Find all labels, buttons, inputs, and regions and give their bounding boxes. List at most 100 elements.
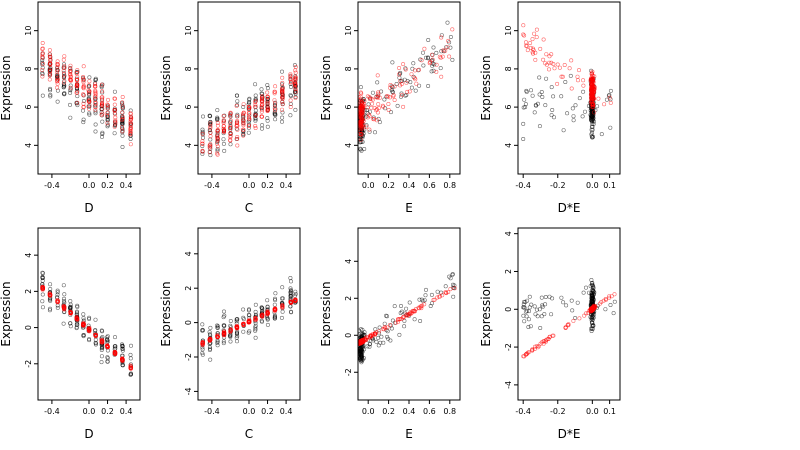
fitted-point xyxy=(547,60,552,65)
observed-point xyxy=(93,328,98,333)
observed-point xyxy=(521,313,526,318)
x-tick-label: 0.2 xyxy=(261,407,274,416)
observed-point xyxy=(288,82,293,87)
observed-point xyxy=(571,118,576,123)
observed-point xyxy=(48,88,53,93)
observed-point xyxy=(81,333,86,338)
observed-point xyxy=(378,340,383,345)
fitted-point xyxy=(61,57,66,62)
x-tick-label: -0.2 xyxy=(550,181,566,190)
observed-point xyxy=(40,270,45,275)
fitted-point xyxy=(412,68,417,73)
observed-point xyxy=(87,111,92,116)
observed-point xyxy=(382,321,387,326)
fitted-point xyxy=(253,317,258,322)
panel-r1c1: -0.4 0.0 0.2 0.4 4 6 8 10 D Expression xyxy=(0,1,141,215)
fitted-point xyxy=(93,91,98,96)
fitted-point xyxy=(128,365,133,370)
observed-point xyxy=(399,309,404,314)
observed-point xyxy=(394,82,399,87)
observed-point xyxy=(417,297,422,302)
fitted-point xyxy=(235,114,240,119)
fitted-point xyxy=(99,95,104,100)
observed-point xyxy=(272,296,277,301)
fitted-point xyxy=(241,321,246,326)
fitted-point xyxy=(365,105,370,110)
observed-point xyxy=(87,93,92,98)
fitted-point xyxy=(265,102,270,107)
fitted-point xyxy=(386,108,391,113)
observed-point xyxy=(40,271,45,276)
fitted-point xyxy=(375,73,380,78)
observed-point xyxy=(376,331,381,336)
observed-point xyxy=(234,317,239,322)
fitted-point xyxy=(589,308,594,313)
fitted-point xyxy=(596,96,601,101)
fitted-point xyxy=(207,143,212,148)
fitted-point xyxy=(392,98,397,103)
fitted-point xyxy=(241,322,246,327)
observed-point xyxy=(253,335,258,340)
points-group xyxy=(200,275,298,362)
fitted-point xyxy=(280,94,285,99)
observed-point xyxy=(418,318,423,323)
observed-point xyxy=(540,303,545,308)
fitted-point xyxy=(128,117,133,122)
observed-point xyxy=(528,88,533,93)
observed-point xyxy=(451,294,456,299)
observed-point xyxy=(419,297,424,302)
fitted-point xyxy=(221,333,226,338)
observed-point xyxy=(253,302,258,307)
fitted-point xyxy=(86,83,91,88)
observed-point xyxy=(559,94,564,99)
observed-point xyxy=(200,352,205,357)
fitted-point xyxy=(396,72,401,77)
points-group xyxy=(521,23,613,142)
observed-point xyxy=(55,305,60,310)
observed-point xyxy=(265,96,270,101)
fitted-point xyxy=(93,333,98,338)
fitted-point xyxy=(368,335,373,340)
fitted-point xyxy=(535,345,540,350)
fitted-point xyxy=(259,103,264,108)
observed-point xyxy=(207,113,212,118)
x-axis-title: C xyxy=(245,201,253,215)
fitted-point xyxy=(247,105,252,110)
observed-point xyxy=(280,285,285,290)
observed-point xyxy=(259,319,264,324)
y-axis-title: Expression xyxy=(319,281,333,346)
fitted-point xyxy=(100,340,105,345)
fitted-point xyxy=(100,106,105,111)
observed-point xyxy=(247,100,252,105)
y-tick-label: 10 xyxy=(344,26,353,36)
fitted-point xyxy=(62,64,67,69)
observed-point xyxy=(120,121,125,126)
y-tick-label: 10 xyxy=(504,26,513,36)
observed-point xyxy=(40,65,45,70)
fitted-point xyxy=(358,94,363,99)
y-tick-label: 4 xyxy=(184,143,193,148)
observed-point xyxy=(93,76,98,81)
x-axis-title: E xyxy=(405,201,413,215)
observed-point xyxy=(591,284,596,289)
x-tick-label: 0.4 xyxy=(403,407,416,416)
fitted-point xyxy=(376,102,381,107)
observed-point xyxy=(358,358,363,363)
observed-point xyxy=(403,93,408,98)
fitted-point xyxy=(569,86,574,91)
fitted-point xyxy=(47,52,52,57)
fitted-point xyxy=(534,35,539,40)
fitted-point xyxy=(235,135,240,140)
fitted-point xyxy=(439,74,444,79)
fitted-point xyxy=(100,89,105,94)
fitted-point xyxy=(293,65,298,70)
fitted-point xyxy=(528,45,533,50)
observed-point xyxy=(87,112,92,117)
fitted-point xyxy=(293,78,298,83)
fitted-point xyxy=(74,78,79,83)
fitted-point xyxy=(113,118,118,123)
observed-point xyxy=(75,310,80,315)
x-tick-label: -0.4 xyxy=(515,407,531,416)
observed-point xyxy=(222,335,227,340)
observed-point xyxy=(81,120,86,125)
